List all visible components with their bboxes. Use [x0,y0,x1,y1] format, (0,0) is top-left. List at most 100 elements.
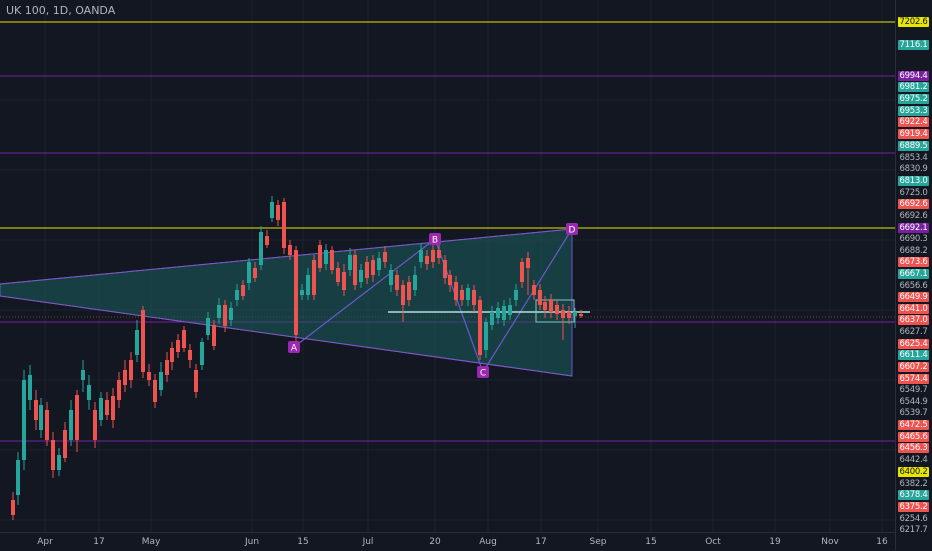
pattern-point-b[interactable]: B [429,233,441,246]
candle-body [318,245,322,268]
candle-body [306,275,310,295]
candle-body [11,500,15,515]
price-label: 6919.4 [898,129,929,139]
candle-body [194,370,198,392]
price-label: 6625.4 [898,339,929,349]
candle-body [265,236,269,245]
candle-body [526,258,530,268]
candle-body [300,290,304,295]
candle-body [87,385,91,400]
candle-body [443,260,447,278]
candle-body [312,260,316,295]
pattern-point-a[interactable]: A [288,341,300,354]
candle-body [538,290,542,305]
candle-body [448,275,452,285]
pattern-point-label: D [569,226,576,236]
candle-body [549,300,553,312]
price-label: 6889.5 [898,141,929,151]
candle-body [147,372,151,380]
candle-body [135,330,139,355]
candle-body [99,398,103,420]
chart-canvas[interactable]: A B C D [0,0,895,532]
pattern-point-badge [288,341,300,353]
candle-body [141,310,145,372]
candle-body [383,252,387,262]
candle-body [188,350,192,360]
candle-body [16,460,20,495]
candle-body [39,405,43,430]
candle-body [508,305,512,315]
price-label: 6649.9 [898,292,929,302]
price-label: 6637.0 [898,315,929,325]
price-label: 6922.4 [898,117,929,127]
candle-body [75,395,79,440]
candle-body [45,410,49,440]
candle-body [371,260,375,275]
time-label: 19 [769,537,781,547]
candle-body [395,275,399,290]
pattern-point-label: A [291,344,298,354]
price-label: 6725.0 [898,188,929,198]
pattern-point-badge [477,366,489,378]
pattern-point-label: C [480,369,486,379]
candle-body [247,262,251,283]
candle-body [532,285,536,295]
price-label: 6953.3 [898,106,929,116]
candle-body [573,312,577,316]
chart-pane[interactable]: A B C D UK 100, 1D, OANDA [0,0,895,532]
price-label: 7202.6 [898,17,929,27]
candle-body [389,270,393,285]
candle-body [431,250,435,262]
candle-body [466,288,470,300]
time-label: May [141,537,161,547]
price-label: 6692.1 [898,223,929,233]
time-label: Oct [705,537,721,547]
consolidation-box[interactable] [535,299,575,323]
candle-body [288,245,292,255]
candle-body [153,380,157,402]
price-label: 6400.2 [898,467,929,477]
price-label: 6611.4 [898,350,929,360]
candle-body [276,205,280,220]
price-label: 6472.5 [898,420,929,430]
price-scale[interactable]: 7202.6 7116.1 6994.4 6981.2 6975.2 6953.3 6922… [895,0,932,550]
candle-body [93,410,97,440]
price-label: 6830.9 [898,164,929,174]
price-label: 6688.2 [898,246,929,256]
price-label: 6690.3 [898,234,929,244]
price-label: 6217.7 [898,525,929,535]
candle-body [425,256,429,264]
candle-body [377,258,381,270]
price-label: 7116.1 [898,40,929,50]
price-label: 6456.3 [898,443,929,453]
candle-body [407,282,411,300]
pattern-point-c[interactable]: C [477,366,489,379]
candle-body [454,282,458,300]
time-label: Sep [589,537,607,547]
time-axis[interactable]: Apr 17 May Jun 15 Jul 20 Aug 17 Sep 15 Oct 19 Nov 16 [0,532,895,551]
price-label: 6813.0 [898,176,929,186]
price-label: 6539.7 [898,408,929,418]
candle-body [270,202,274,218]
candle-body [502,306,506,320]
time-label: Jul [362,537,374,547]
time-label: 16 [876,537,888,547]
candle-body [543,302,547,310]
pattern-point-d[interactable]: D [566,223,578,236]
price-label: 6692.6 [898,211,929,221]
candle-body [555,305,559,314]
triangle-upper-line[interactable] [0,228,573,285]
time-label: 17 [93,537,105,547]
time-label: 17 [535,537,547,547]
abcd-pattern-line[interactable] [293,228,573,374]
triangle-lower-line[interactable] [0,295,573,377]
price-label: 6975.2 [898,94,929,104]
candle-body [330,250,334,270]
candle-body [413,275,417,290]
time-label: Jun [244,537,260,547]
candle-body [437,250,441,258]
candle-body [81,370,85,380]
candle-body [520,262,524,282]
candle-body [561,310,565,318]
